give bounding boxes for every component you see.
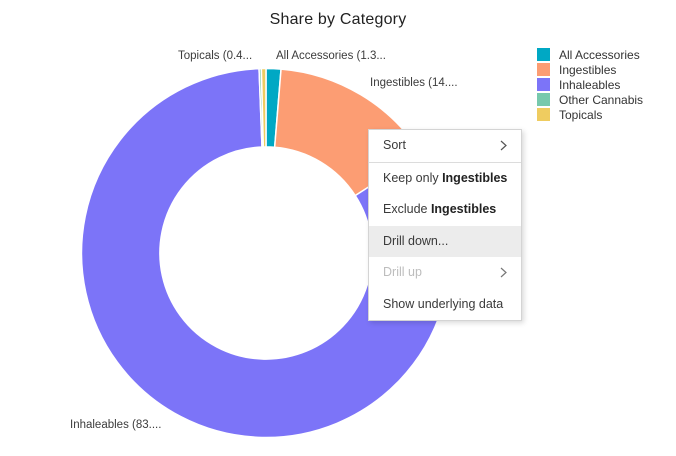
menu-item-label: Drill down... — [383, 233, 449, 248]
slice-label-topicals: Topicals (0.4... — [178, 50, 253, 62]
legend-swatch-ingestibles — [537, 63, 550, 76]
legend-item-inhaleables[interactable]: Inhaleables — [537, 77, 643, 92]
menu-item-sort[interactable]: Sort — [369, 130, 521, 162]
menu-item-exclude[interactable]: Exclude Ingestibles — [369, 194, 521, 226]
legend-item-all-accessories[interactable]: All Accessories — [537, 47, 643, 62]
legend-item-ingestibles[interactable]: Ingestibles — [537, 62, 643, 77]
legend-label: Topicals — [559, 107, 603, 122]
menu-separator — [369, 161, 521, 163]
legend-swatch-other-cannabis — [537, 93, 550, 106]
slice-topicals[interactable] — [260, 67, 267, 148]
legend-label: Ingestibles — [559, 62, 617, 77]
slice-label-inhaleables: Inhaleables (83.... — [70, 419, 162, 431]
menu-item-label: Exclude — [383, 202, 431, 216]
legend-item-topicals[interactable]: Topicals — [537, 107, 643, 122]
legend-label: Inhaleables — [559, 77, 621, 92]
menu-item-label: Drill up — [383, 265, 422, 279]
legend-swatch-topicals — [537, 108, 550, 121]
menu-item-show-underlying-data[interactable]: Show underlying data — [369, 289, 521, 321]
legend-label: Other Cannabis — [559, 92, 644, 107]
legend-swatch-inhaleables — [537, 78, 550, 91]
menu-item-label: Show underlying data — [383, 296, 504, 311]
menu-item-label: Keep only — [383, 170, 443, 185]
context-menu: Sort Keep only Ingestibles Exclude Inges… — [368, 129, 522, 321]
slice-label-ingestibles: Ingestibles (14.... — [370, 77, 458, 89]
menu-item-drill-down[interactable]: Drill down... — [369, 225, 521, 257]
legend-label: All Accessories — [559, 47, 640, 62]
color-legend: All Accessories Ingestibles Inhaleables … — [537, 47, 643, 122]
menu-item-value: Ingestibles — [442, 170, 508, 185]
legend-swatch-all-accessories — [537, 48, 550, 61]
legend-item-other-cannabis[interactable]: Other Cannabis — [537, 92, 643, 107]
menu-item-label: Sort — [383, 138, 406, 152]
menu-item-value: Ingestibles — [430, 202, 497, 216]
chevron-right-icon — [500, 140, 507, 151]
chart-title: Share by Category — [269, 11, 407, 28]
menu-item-keep-only[interactable]: Keep only Ingestibles — [369, 163, 521, 195]
chevron-right-icon — [500, 267, 507, 278]
menu-item-drill-up[interactable]: Drill up — [369, 257, 521, 289]
slice-label-all-accessories: All Accessories (1.3... — [276, 50, 386, 62]
slice-inhaleables[interactable] — [80, 67, 452, 439]
